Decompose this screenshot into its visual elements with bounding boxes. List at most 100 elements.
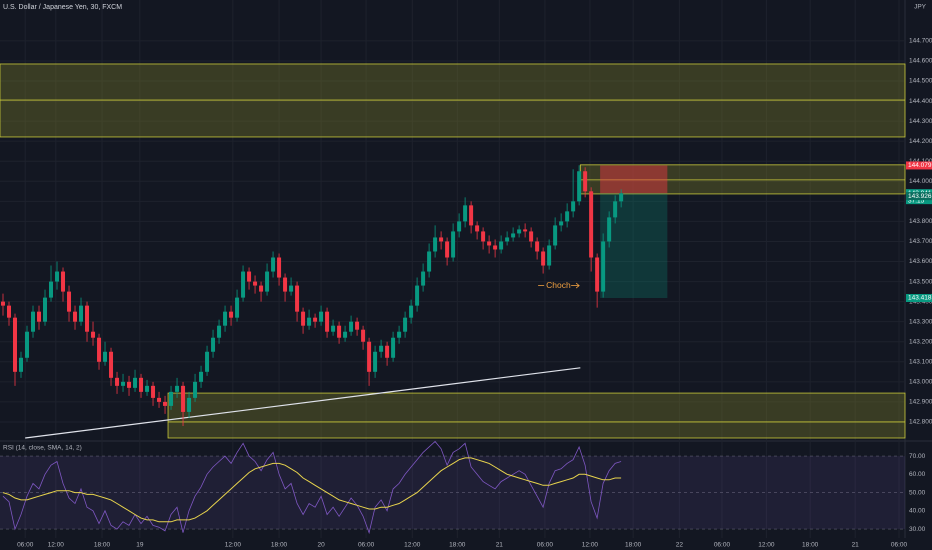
candle-body <box>181 385 186 412</box>
x-tick-label: 19 <box>136 542 144 549</box>
x-tick-label: 12:00 <box>582 542 599 549</box>
candle-body <box>301 311 306 326</box>
rsi-label: RSI (14, close, SMA, 14, 2) <box>3 445 82 452</box>
y-tick-label: 144.500 <box>909 78 932 85</box>
candle-body <box>397 331 402 338</box>
candle-body <box>187 397 192 412</box>
candle-body <box>61 271 66 292</box>
stop-box <box>600 165 668 194</box>
target-box <box>600 193 668 299</box>
candle-body <box>241 271 246 298</box>
candle-body <box>67 291 72 312</box>
annotation-text: Choch <box>546 280 571 290</box>
candle-body <box>19 357 24 372</box>
y-tick-label: 143.500 <box>909 278 932 285</box>
candle-body <box>559 221 564 226</box>
x-tick-label: 06:00 <box>358 542 375 549</box>
price-label: 143.926 <box>908 193 932 200</box>
candle-body <box>481 231 486 242</box>
y-tick-label: 144.600 <box>909 58 932 65</box>
x-tick-label: 18:00 <box>625 542 642 549</box>
y-tick-label: 143.000 <box>909 379 932 386</box>
candle-body <box>391 337 396 358</box>
candle-body <box>175 385 180 392</box>
y-tick-label: 143.600 <box>909 258 932 265</box>
rsi-line <box>2 440 622 535</box>
candle-body <box>133 377 138 388</box>
candle-body <box>535 241 540 252</box>
candle-body <box>583 171 588 192</box>
candle-body <box>55 271 60 282</box>
candle-body <box>325 311 330 332</box>
candle-body <box>589 191 594 258</box>
candle-body <box>313 317 318 322</box>
candle-body <box>295 285 300 312</box>
zone <box>579 164 906 195</box>
candle-body <box>121 381 126 386</box>
candle-body <box>463 205 468 222</box>
candle-body <box>379 345 384 352</box>
rsi-tick-label: 70.00 <box>909 453 926 460</box>
candle-body <box>439 237 444 242</box>
candle-body <box>517 229 522 234</box>
candle-body <box>205 351 210 372</box>
x-tick-label: 22 <box>676 542 684 549</box>
y-tick-label: 144.300 <box>909 118 932 125</box>
rsi-tick-label: 30.00 <box>909 526 926 533</box>
candle-body <box>319 311 324 322</box>
currency: JPY <box>914 4 927 11</box>
candle-body <box>601 241 606 292</box>
candle-body <box>445 241 450 258</box>
price-label-bg <box>906 161 932 170</box>
candle-body <box>7 305 12 318</box>
candle-body <box>91 331 96 338</box>
candle-body <box>349 321 354 332</box>
candle-body <box>595 257 600 292</box>
candle-body <box>31 311 36 332</box>
candle-body <box>613 201 618 218</box>
candle-body <box>85 305 90 332</box>
candle-body <box>511 233 516 238</box>
y-tick-label: 144.000 <box>909 178 932 185</box>
x-tick-label: 18:00 <box>271 542 288 549</box>
price-label-bg <box>906 192 932 201</box>
candle-body <box>259 285 264 292</box>
candle-body <box>223 311 228 326</box>
candle-body <box>247 271 252 282</box>
candle-body <box>79 305 84 322</box>
plot: Choch <box>0 63 906 535</box>
x-tick-label: 06:00 <box>891 542 908 549</box>
candle-body <box>331 325 336 332</box>
candle-body <box>553 225 558 246</box>
candle-body <box>427 251 432 272</box>
candle-body <box>469 205 474 226</box>
y-tick-label: 144.400 <box>909 98 932 105</box>
x-tick-label: 18:00 <box>449 542 466 549</box>
candle-body <box>163 401 168 406</box>
y-tick-label: 143.700 <box>909 238 932 245</box>
annotation-arrowhead <box>575 282 580 289</box>
candle-body <box>367 341 372 372</box>
candle-body <box>229 311 234 318</box>
y-tick-label: 144.700 <box>909 38 932 45</box>
candle-body <box>409 305 414 318</box>
zone <box>167 392 906 439</box>
x-tick-label: 21 <box>852 542 860 549</box>
candle-body <box>307 317 312 326</box>
y-tick-label: 142.900 <box>909 399 932 406</box>
rsi-sma-line <box>2 457 622 523</box>
candle-body <box>37 311 42 322</box>
countdown-bg <box>906 197 932 205</box>
candle-body <box>25 331 30 358</box>
x-tick-label: 12:00 <box>404 542 421 549</box>
rsi-tick-label: 60.00 <box>909 471 926 478</box>
candle-body <box>571 201 576 212</box>
candle-body <box>475 225 480 232</box>
candle-body <box>73 311 78 322</box>
candle-body <box>265 271 270 292</box>
x-tick-label: 12:00 <box>225 542 242 549</box>
candle-body <box>127 381 132 388</box>
candle-body <box>271 257 276 272</box>
